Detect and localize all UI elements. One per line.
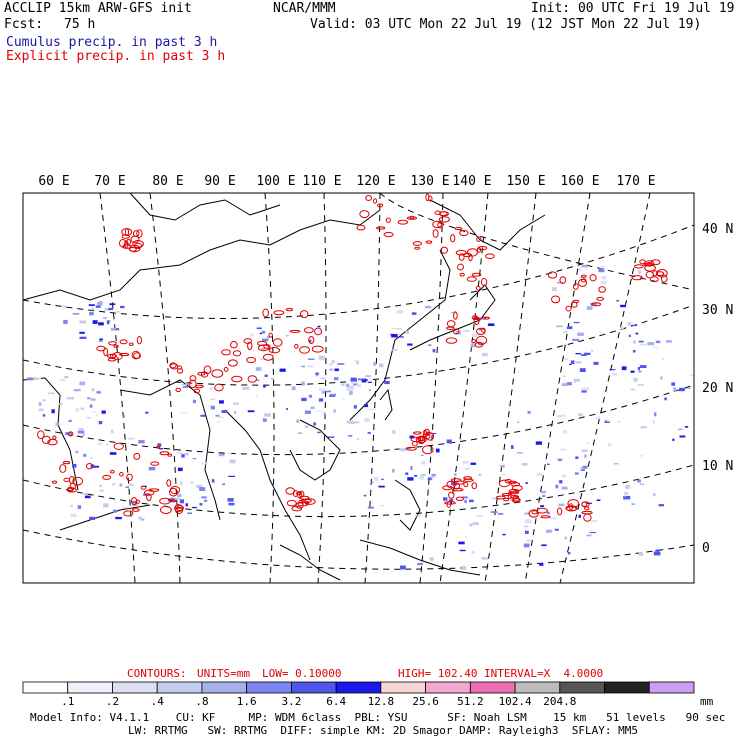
colorbar [22,681,695,694]
lon-label: 160 E [560,174,599,189]
longitude-labels: 60 E 70 E 80 E 90 E 100 E 110 E 120 E 130 E 140 … [38,174,655,189]
colorbar-swatch [22,681,69,694]
lat-label: 0 [702,541,710,556]
lon-label: 130 E [410,174,449,189]
lon-label: 90 E [204,174,235,189]
colorbar-swatch [648,681,695,694]
contours-interval: INTERVAL=X 4.0000 [484,667,604,680]
colorbar-swatch [246,681,292,694]
contours-units: UNITS=mm [197,667,250,680]
map-frame [22,192,695,584]
lat-label: 10 N [702,459,733,474]
explicit-precip-contours [37,193,668,522]
forecast-hour-label: Fcst: [4,17,44,32]
latitude-labels: 40 N 30 N 20 N 10 N 0 [702,222,733,556]
colorbar-swatch [604,681,650,694]
lon-label: 140 E [452,174,491,189]
lon-label: 100 E [256,174,295,189]
contours-high: HIGH= 102.40 [398,667,478,680]
colorbar-tick-label: 12.8 [367,695,395,708]
lon-label: 120 E [356,174,395,189]
lat-label: 40 N [702,222,733,237]
colorbar-swatch [469,681,516,694]
colorbar-tick-label: 6.4 [326,695,347,708]
lon-label: 170 E [616,174,655,189]
colorbar-swatch [290,681,337,694]
forecast-hour-value: 75 h [64,17,96,32]
lon-label: 70 E [94,174,125,189]
legend-explicit: Explicit precip. in past 3 h [6,49,226,64]
colorbar-swatch [514,681,561,694]
colorbar-swatch [380,681,427,694]
colorbar-tick-label: 204.8 [543,695,577,708]
colorbar-swatch [559,681,605,694]
cumulus-precip-field [27,264,694,570]
colorbar-swatch [201,681,248,694]
colorbar-tick-label: .2 [105,695,120,708]
colorbar-swatch [156,681,203,694]
model-title: ACCLIP 15km ARW-GFS init [4,1,192,16]
lon-label: 60 E [38,174,69,189]
colorbar-unit: mm [700,695,714,708]
lat-label: 20 N [702,381,733,396]
colorbar-tick-label: 25.6 [412,695,439,708]
colorbar-tick-label: 3.2 [281,695,302,708]
contours-low: LOW= 0.10000 [262,667,342,680]
legend-cumulus: Cumulus precip. in past 3 h [6,35,218,50]
colorbar-tick-label: .4 [150,695,164,708]
lat-lon-grid [23,193,694,583]
coastlines [22,192,546,581]
colorbar-swatch [67,681,113,694]
contours-label: CONTOURS: [127,667,187,680]
lat-label: 30 N [702,303,733,318]
colorbar-tick-label: .1 [61,695,75,708]
center-label: NCAR/MMM [273,1,336,16]
lon-label: 80 E [152,174,183,189]
colorbar-swatch [112,681,158,694]
lon-label: 150 E [506,174,545,189]
colorbar-tick-label: .8 [195,695,209,708]
colorbar-tick-label: 1.6 [236,695,257,708]
model-info-line1: Model Info: V4.1.1 CU: KF MP: WDM 6class… [30,711,726,724]
init-time: Init: 00 UTC Fri 19 Jul 19 [531,1,735,16]
valid-time: Valid: 03 UTC Mon 22 Jul 19 (12 JST Mon … [310,17,702,32]
colorbar-tick-label: 51.2 [457,695,484,708]
colorbar-tick-label: 102.4 [498,695,532,708]
colorbar-swatch [335,681,382,694]
colorbar-swatch [425,681,471,694]
model-info-line2: LW: RRTMG SW: RRTMG DIFF: simple KM: 2D … [128,724,638,737]
lon-label: 110 E [302,174,341,189]
